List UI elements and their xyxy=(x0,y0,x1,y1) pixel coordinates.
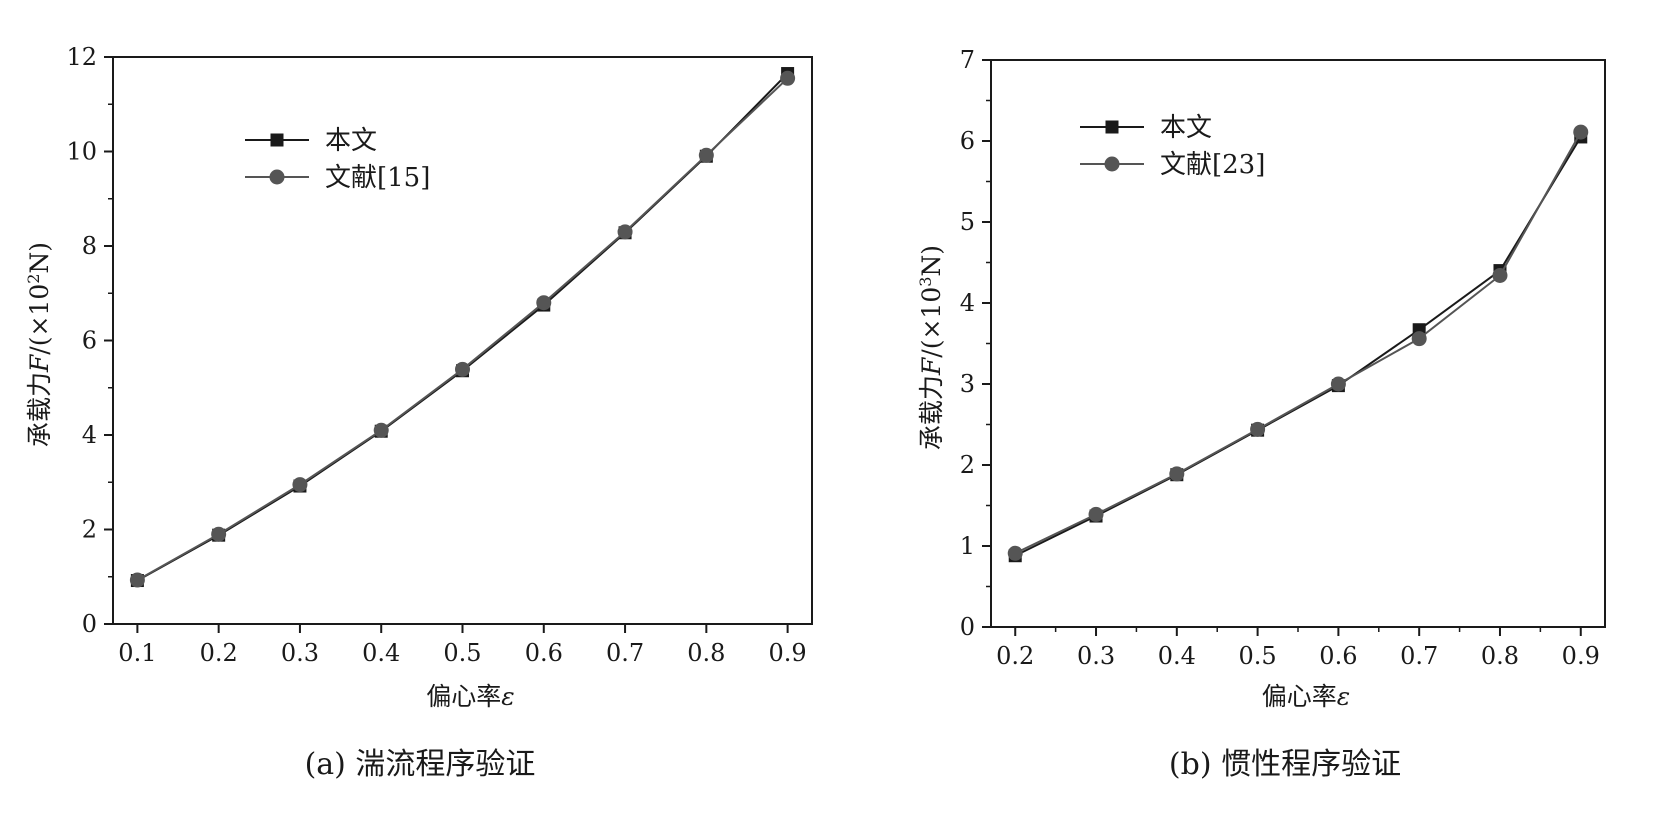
x-axis-symbol: ε xyxy=(501,682,514,711)
y-axis-unit-end: N) xyxy=(917,245,946,277)
x-axis-label: 偏心率ε xyxy=(1262,682,1350,711)
series-0-line xyxy=(1014,136,1582,557)
y-tick-label: 7 xyxy=(960,46,975,74)
x-tick-label: 0.7 xyxy=(1400,642,1438,670)
x-tick-label: 0.8 xyxy=(1481,642,1519,670)
x-tick-label: 0.3 xyxy=(281,639,319,667)
x-tick-label: 0.9 xyxy=(769,639,807,667)
series-1-point xyxy=(292,477,308,493)
chart-a-turbulence: 0.1 0.2 0.3 0.4 0.5 0.6 0.7 0.8 0.9 0 2 4 6 8 10 12 偏心率ε… xyxy=(24,43,813,782)
series-0-line xyxy=(136,72,789,582)
series-1-point xyxy=(373,422,389,438)
y-tick-label: 3 xyxy=(960,370,975,398)
x-axis-label: 偏心率ε xyxy=(426,682,514,711)
series-1-point xyxy=(129,572,145,588)
plot-frame xyxy=(990,59,1606,628)
y-tick-label: 1 xyxy=(960,532,975,560)
x-axis-label-text: 偏心率 xyxy=(1262,682,1337,711)
series-1-point xyxy=(698,147,714,163)
x-tick-label: 0.4 xyxy=(362,639,400,667)
y-tick-label: 2 xyxy=(960,451,975,479)
x-axis-symbol: ε xyxy=(1337,682,1350,711)
y-axis-label: 承载力F/(×103N) xyxy=(916,245,947,450)
series-1-point xyxy=(1250,421,1266,437)
y-axis-unit: /(×10 xyxy=(25,284,54,355)
y-axis-label-text: 承载力 xyxy=(25,372,54,447)
series-1-point xyxy=(1088,506,1104,522)
series-1-point xyxy=(1169,466,1185,482)
y-axis-exponent: 2 xyxy=(24,274,43,284)
series-1-point xyxy=(211,526,227,542)
x-tick-label: 0.5 xyxy=(443,639,481,667)
x-tick-label: 0.1 xyxy=(118,639,156,667)
y-tick-label: 6 xyxy=(82,327,97,355)
x-tick-label: 0.6 xyxy=(525,639,563,667)
x-tick-label: 0.7 xyxy=(606,639,644,667)
series-1-point xyxy=(455,361,470,377)
series-1-point xyxy=(1573,124,1589,140)
y-tick-label: 0 xyxy=(960,613,975,641)
y-tick-label: 2 xyxy=(82,516,97,544)
legend-marker xyxy=(270,133,284,147)
y-tick-label: 0 xyxy=(82,610,97,638)
series-1-line xyxy=(1014,131,1582,555)
y-axis-exponent: 3 xyxy=(916,277,935,287)
y-tick-label: 6 xyxy=(960,127,975,155)
legend-label: 本文 xyxy=(1160,113,1212,143)
x-tick-label: 0.3 xyxy=(1077,642,1115,670)
legend-label: 本文 xyxy=(325,126,377,156)
y-axis-symbol: F xyxy=(917,356,946,376)
legend-marker xyxy=(1105,120,1119,134)
series-1-point xyxy=(1411,331,1427,347)
x-tick-label: 0.2 xyxy=(996,642,1034,670)
y-tick-label: 5 xyxy=(960,208,975,236)
x-tick-label: 0.4 xyxy=(1158,642,1196,670)
y-axis-unit-end: N) xyxy=(25,242,54,274)
x-tick-label: 0.5 xyxy=(1239,642,1277,670)
y-tick-label: 8 xyxy=(82,232,97,260)
legend-label: 文献[15] xyxy=(325,163,430,193)
x-tick-label: 0.2 xyxy=(200,639,238,667)
y-tick-label: 12 xyxy=(66,43,97,71)
y-tick-label: 4 xyxy=(960,289,975,317)
y-axis-label-text: 承载力 xyxy=(917,375,946,450)
series-1-point xyxy=(1007,545,1023,561)
series-1-point xyxy=(536,295,552,311)
y-tick-label: 10 xyxy=(66,138,97,166)
x-tick-label: 0.6 xyxy=(1319,642,1357,670)
chart-b-inertia: 0.2 0.3 0.4 0.5 0.6 0.7 0.8 0.9 0 1 2 3 4 5 6 7 偏心率ε 承载力F… xyxy=(916,46,1606,782)
y-axis-symbol: F xyxy=(25,353,54,373)
series-1-point xyxy=(617,224,633,240)
series-1-point xyxy=(1330,376,1346,392)
series-1-line xyxy=(136,77,789,581)
legend-label: 文献[23] xyxy=(1160,150,1265,180)
legend-marker xyxy=(1104,156,1120,172)
y-tick-label: 4 xyxy=(82,421,97,449)
series-1-point xyxy=(1492,267,1508,283)
x-tick-label: 0.8 xyxy=(687,639,725,667)
series-1-point xyxy=(780,70,796,86)
y-axis-label: 承载力F/(×102N) xyxy=(24,242,55,447)
y-axis-unit: /(×10 xyxy=(917,287,946,358)
x-axis-label-text: 偏心率 xyxy=(426,682,501,711)
x-tick-label: 0.9 xyxy=(1562,642,1600,670)
chart-caption: (a) 湍流程序验证 xyxy=(305,747,536,782)
legend-marker xyxy=(269,169,285,185)
chart-caption: (b) 惯性程序验证 xyxy=(1169,747,1401,782)
